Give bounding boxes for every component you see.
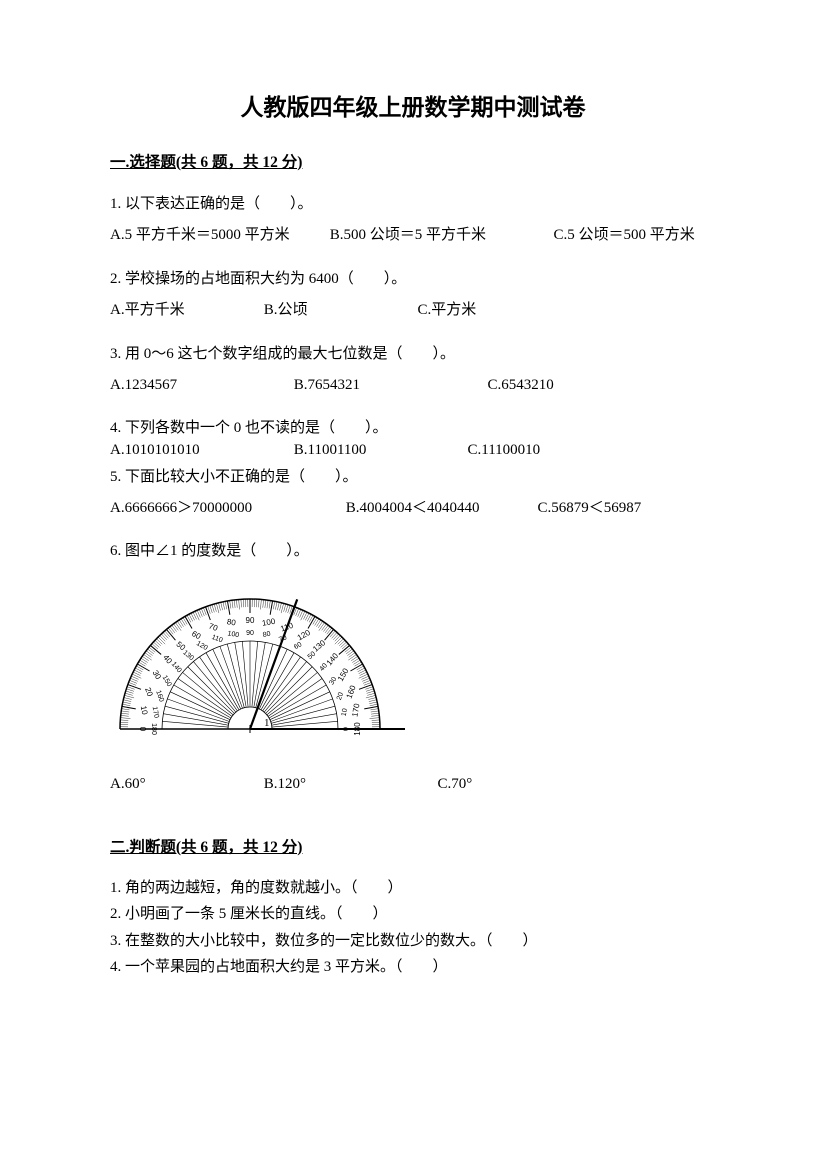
question-5: 5. 下面比较大小不正确的是（ ）。 A.6666666＞70000000 B.… (110, 465, 716, 522)
judge-q4: 4. 一个苹果园的占地面积大约是 3 平方米。（ ） (110, 956, 716, 979)
question-2: 2. 学校操场的占地面积大约为 6400（ ）。 A.平方千米 B.公顷 C.平… (110, 267, 716, 324)
q1-optB: B.500 公顷＝5 平方千米 (330, 223, 550, 249)
judge-q2: 2. 小明画了一条 5 厘米长的直线。（ ） (110, 903, 716, 926)
question-1: 1. 以下表达正确的是（ ）。 A.5 平方千米＝5000 平方米 B.500 … (110, 192, 716, 249)
q1-optC: C.5 公顷＝500 平方米 (554, 223, 695, 249)
svg-text:90: 90 (246, 616, 255, 625)
page-title: 人教版四年级上册数学期中测试卷 (110, 90, 716, 125)
q2-stem: 2. 学校操场的占地面积大约为 6400（ ）。 (110, 267, 716, 293)
q2-optA: A.平方千米 (110, 298, 260, 324)
svg-text:60: 60 (293, 641, 303, 651)
q6-optB: B.120° (264, 772, 434, 798)
q3-options: A.1234567 B.7654321 C.6543210 (110, 373, 716, 399)
q4-optB: B.11001100 (294, 439, 464, 462)
svg-text:140: 140 (325, 651, 341, 667)
q1-optA: A.5 平方千米＝5000 平方米 (110, 223, 326, 249)
svg-text:10: 10 (341, 708, 349, 717)
svg-text:170: 170 (151, 706, 160, 719)
svg-text:170: 170 (350, 703, 361, 718)
svg-text:180: 180 (150, 723, 157, 735)
section1-header: 一.选择题(共 6 题，共 12 分) (110, 151, 716, 174)
svg-text:1: 1 (264, 717, 270, 729)
svg-text:130: 130 (181, 650, 195, 663)
q1-stem: 1. 以下表达正确的是（ ）。 (110, 192, 716, 218)
svg-text:150: 150 (161, 675, 173, 689)
svg-text:80: 80 (226, 617, 237, 628)
q3-stem: 3. 用 0～6 这七个数字组成的最大七位数是（ ）。 (110, 342, 716, 368)
protractor-diagram: 0102030405060708090100110120130140150160… (110, 594, 390, 744)
q5-options: A.6666666＞70000000 B.4004004＜4040440 C.5… (110, 496, 716, 522)
protractor-svg: 0102030405060708090100110120130140150160… (110, 594, 410, 744)
svg-text:100: 100 (227, 631, 240, 640)
svg-text:20: 20 (143, 686, 155, 698)
judge-q1: 1. 角的两边越短，角的度数就越小。（ ） (110, 877, 716, 900)
q6-stem: 6. 图中∠1 的度数是（ ）。 (110, 540, 716, 563)
q5-optC: C.56879＜56987 (538, 496, 642, 522)
question-4: 4. 下列各数中一个 0 也不读的是（ ）。 A.1010101010 B.11… (110, 417, 716, 462)
svg-text:120: 120 (296, 628, 313, 643)
svg-text:0: 0 (138, 727, 147, 732)
q2-optC: C.平方米 (418, 298, 477, 324)
q5-optB: B.4004004＜4040440 (346, 496, 534, 522)
svg-text:160: 160 (345, 684, 358, 700)
q4-optC: C.11100010 (468, 439, 541, 462)
q6-options-row: A.60° B.120° C.70° (110, 772, 716, 798)
svg-text:70: 70 (207, 622, 219, 634)
q3-optB: B.7654321 (294, 373, 484, 399)
judge-q3: 3. 在整数的大小比较中，数位多的一定比数位少的数大。（ ） (110, 930, 716, 953)
svg-text:80: 80 (262, 631, 271, 639)
q5-optA: A.6666666＞70000000 (110, 496, 342, 522)
q2-options: A.平方千米 B.公顷 C.平方米 (110, 298, 716, 324)
q2-optB: B.公顷 (264, 298, 414, 324)
question-6: 6. 图中∠1 的度数是（ ）。 (110, 540, 716, 563)
q3-optC: C.6543210 (488, 373, 554, 399)
q4-options: A.1010101010 B.11001100 C.11100010 (110, 439, 716, 462)
svg-text:90: 90 (246, 630, 254, 637)
svg-text:110: 110 (211, 634, 224, 644)
svg-text:130: 130 (311, 638, 327, 654)
q4-optA: A.1010101010 (110, 439, 290, 462)
q6-optC: C.70° (438, 772, 473, 798)
q6-optA: A.60° (110, 772, 260, 798)
svg-text:160: 160 (154, 690, 165, 703)
svg-text:30: 30 (151, 669, 164, 682)
svg-text:140: 140 (170, 661, 183, 675)
svg-text:120: 120 (195, 640, 209, 652)
q4-stem: 4. 下列各数中一个 0 也不读的是（ ）。 (110, 417, 716, 440)
svg-text:10: 10 (139, 705, 150, 716)
svg-text:100: 100 (261, 617, 276, 628)
svg-text:20: 20 (336, 692, 345, 702)
q1-options: A.5 平方千米＝5000 平方米 B.500 公顷＝5 平方千米 C.5 公顷… (110, 223, 716, 249)
q5-stem: 5. 下面比较大小不正确的是（ ）。 (110, 465, 716, 491)
question-3: 3. 用 0～6 这七个数字组成的最大七位数是（ ）。 A.1234567 B.… (110, 342, 716, 399)
q3-optA: A.1234567 (110, 373, 290, 399)
section2-header: 二.判断题(共 6 题，共 12 分) (110, 836, 716, 859)
svg-text:150: 150 (336, 667, 351, 684)
svg-text:60: 60 (190, 629, 203, 642)
